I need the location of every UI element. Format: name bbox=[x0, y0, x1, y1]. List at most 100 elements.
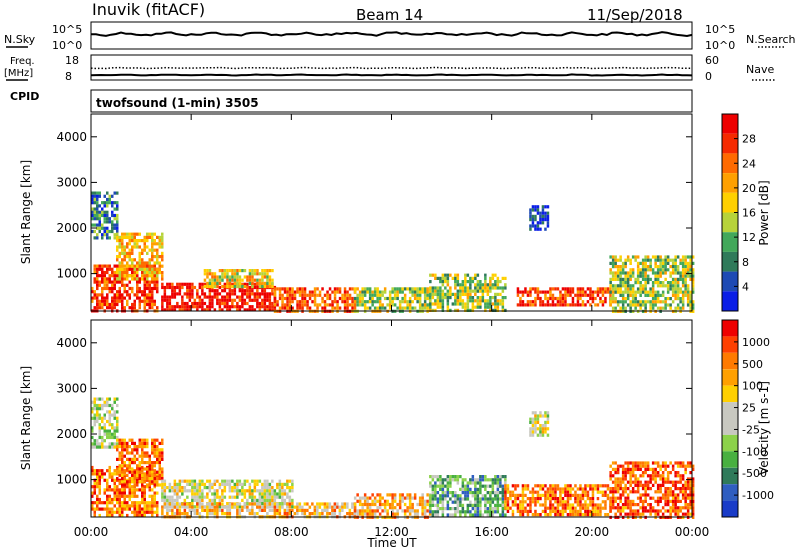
scatter-cell bbox=[161, 489, 164, 493]
scatter-cell bbox=[519, 493, 522, 497]
scatter-cell bbox=[641, 284, 645, 288]
scatter-cell bbox=[691, 496, 695, 500]
scatter-cell bbox=[621, 261, 625, 265]
scatter-cell bbox=[256, 281, 259, 285]
scatter-cell bbox=[123, 264, 126, 268]
scatter-cell bbox=[629, 271, 632, 275]
scatter-cell bbox=[566, 493, 570, 497]
scatter-cell bbox=[98, 191, 101, 195]
scatter-cell bbox=[366, 496, 369, 500]
scatter-cell bbox=[101, 270, 104, 275]
scatter-cell bbox=[589, 484, 592, 488]
scatter-cell bbox=[236, 492, 239, 496]
scatter-cell bbox=[413, 293, 417, 297]
scatter-cell bbox=[211, 505, 214, 509]
scatter-cell bbox=[353, 296, 357, 301]
scatter-cell bbox=[236, 479, 239, 483]
scatter-cell bbox=[611, 284, 615, 288]
scatter-cell bbox=[684, 290, 687, 294]
scatter-cell bbox=[103, 204, 106, 208]
scatter-cell bbox=[93, 413, 96, 417]
scatter-cell bbox=[614, 261, 617, 265]
scatter-cell bbox=[464, 487, 467, 491]
scatter-cell bbox=[456, 510, 460, 514]
scatter-cell bbox=[261, 508, 264, 512]
scatter-cell bbox=[614, 499, 617, 503]
scatter-cell bbox=[186, 479, 189, 483]
scatter-cell bbox=[684, 490, 687, 494]
scatter-cell bbox=[636, 268, 640, 272]
scatter-cell bbox=[639, 284, 642, 288]
scatter-cell bbox=[176, 489, 179, 493]
scatter-cell bbox=[539, 430, 542, 434]
scatter-cell bbox=[398, 287, 402, 291]
scatter-cell bbox=[501, 299, 505, 303]
scatter-cell bbox=[93, 229, 96, 234]
scatter-cell bbox=[459, 510, 462, 514]
scatter-cell bbox=[614, 284, 617, 288]
scatter-cell bbox=[221, 482, 224, 486]
scatter-cell bbox=[554, 484, 557, 488]
scatter-cell bbox=[614, 477, 617, 481]
scatter-cell bbox=[208, 505, 212, 509]
scatter-cell bbox=[611, 306, 615, 310]
scatter-cell bbox=[534, 497, 537, 501]
scatter-cell bbox=[546, 290, 550, 294]
scatter-cell bbox=[103, 270, 106, 275]
scatter-cell bbox=[644, 265, 647, 269]
scatter-cell bbox=[118, 457, 121, 461]
scatter-cell bbox=[138, 232, 141, 236]
scatter-cell bbox=[684, 499, 687, 503]
scatter-cell bbox=[644, 293, 647, 297]
scatter-cell bbox=[211, 285, 214, 289]
scatter-cell bbox=[669, 512, 672, 516]
scatter-cell bbox=[128, 255, 131, 259]
scatter-cell bbox=[198, 502, 202, 506]
scatter-cell bbox=[363, 303, 367, 307]
scatter-cell bbox=[261, 275, 264, 279]
scatter-cell bbox=[434, 513, 437, 517]
scatter-cell bbox=[156, 280, 159, 284]
scatter-cell bbox=[686, 287, 690, 291]
scatter-cell bbox=[659, 255, 662, 259]
scatter-cell bbox=[621, 467, 625, 471]
scatter-cell bbox=[659, 483, 662, 487]
scatter-cell bbox=[251, 498, 254, 502]
scatter-cell bbox=[268, 482, 272, 486]
scatter-cell bbox=[486, 286, 490, 290]
scatter-cell bbox=[253, 502, 257, 506]
scatter-cell bbox=[198, 282, 202, 286]
scatter-cell bbox=[559, 500, 562, 504]
scatter-cell bbox=[233, 502, 237, 506]
scatter-cell bbox=[686, 265, 690, 269]
scatter-cell bbox=[539, 493, 542, 497]
scatter-cell bbox=[363, 287, 367, 291]
scatter-cell bbox=[193, 505, 197, 509]
scatter-cell bbox=[366, 287, 369, 291]
scatter-cell bbox=[156, 448, 159, 452]
scatter-cell bbox=[101, 210, 104, 214]
scatter-cell bbox=[306, 293, 309, 297]
scatter-cell bbox=[383, 506, 387, 510]
scatter-cell bbox=[166, 285, 169, 290]
scatter-cell bbox=[341, 293, 344, 297]
scatter-cell bbox=[143, 473, 146, 477]
scatter-cell bbox=[231, 272, 234, 276]
scatter-cell bbox=[393, 290, 397, 294]
scatter-cell bbox=[93, 223, 96, 227]
scatter-cell bbox=[218, 269, 222, 273]
scatter-cell bbox=[436, 286, 440, 290]
scatter-cell bbox=[261, 289, 264, 293]
xaxis-label: Time UT bbox=[366, 536, 417, 550]
colorbar-tick-label: 28 bbox=[742, 133, 756, 146]
scatter-cell bbox=[504, 481, 507, 485]
scatter-cell bbox=[251, 479, 254, 483]
scatter-cell bbox=[524, 493, 527, 497]
scatter-cell bbox=[91, 472, 94, 476]
scatter-cell bbox=[101, 475, 104, 479]
scatter-cell bbox=[423, 296, 427, 301]
scatter-cell bbox=[118, 481, 121, 486]
scatter-cell bbox=[674, 506, 677, 510]
scatter-cell bbox=[376, 296, 379, 301]
scatter-cell bbox=[111, 426, 114, 430]
